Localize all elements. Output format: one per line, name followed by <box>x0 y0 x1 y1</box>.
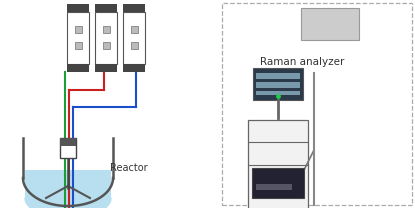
Bar <box>130 42 137 49</box>
Bar <box>95 12 117 64</box>
Bar <box>252 168 304 198</box>
Bar <box>67 64 89 72</box>
Bar <box>301 8 359 40</box>
Bar <box>130 26 137 33</box>
Bar <box>75 26 81 33</box>
Bar <box>123 12 145 64</box>
Text: Raman analyzer: Raman analyzer <box>260 57 344 67</box>
Bar <box>256 82 300 88</box>
Bar <box>253 68 303 100</box>
Bar <box>60 138 76 158</box>
Bar <box>103 42 110 49</box>
Bar <box>256 73 300 79</box>
Bar <box>75 42 81 49</box>
Bar <box>25 170 111 198</box>
Text: Reactor: Reactor <box>110 163 148 173</box>
Bar <box>95 64 117 72</box>
Polygon shape <box>25 198 111 208</box>
Bar <box>95 4 117 12</box>
Bar <box>103 26 110 33</box>
Bar <box>222 3 412 205</box>
Bar <box>67 4 89 12</box>
Bar <box>123 4 145 12</box>
Bar <box>67 12 89 64</box>
Bar <box>60 138 76 146</box>
Bar <box>256 91 300 95</box>
Bar <box>248 120 308 208</box>
Bar <box>256 184 292 190</box>
Bar <box>123 64 145 72</box>
